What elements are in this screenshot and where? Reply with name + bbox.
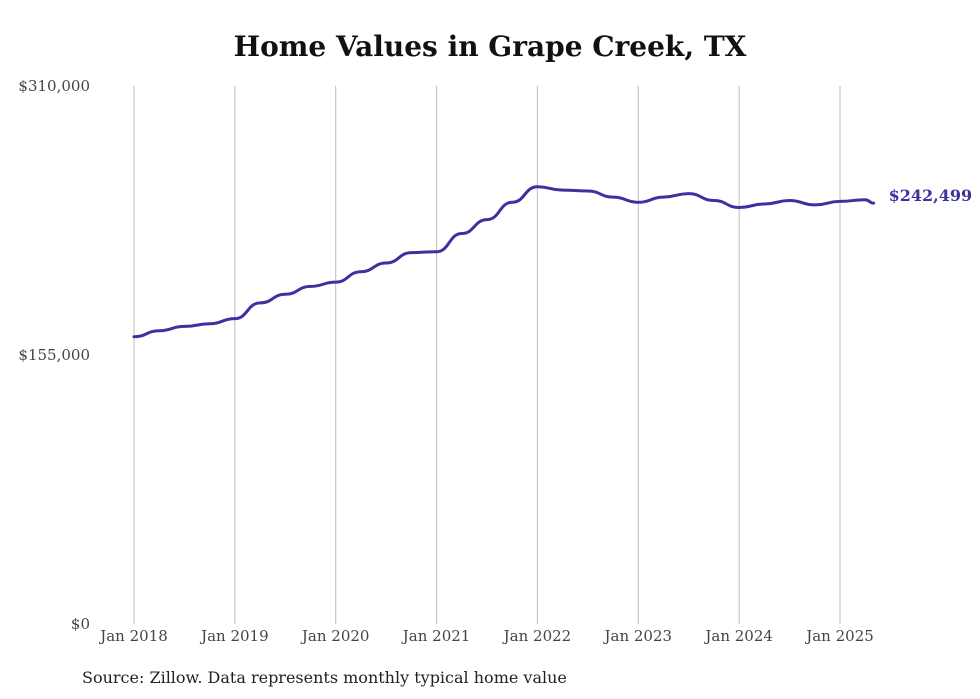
y-tick-label: $0 <box>71 615 90 633</box>
series-group: $242,499 <box>132 185 973 339</box>
grid-lines <box>133 86 841 624</box>
y-axis: $0 $155,000 $310,000 <box>18 77 90 633</box>
end-value-label: $242,499 <box>889 186 973 205</box>
source-note: Source: Zillow. Data represents monthly … <box>82 668 567 687</box>
chart-title: Home Values in Grape Creek, TX <box>233 30 747 63</box>
x-tick-label: Jan 2018 <box>98 627 168 645</box>
x-tick-label: Jan 2023 <box>603 627 673 645</box>
x-tick-label: Jan 2024 <box>703 627 773 645</box>
series-line-0 <box>132 185 876 339</box>
y-tick-label: $155,000 <box>18 346 90 364</box>
x-axis: Jan 2018 Jan 2019 Jan 2020 Jan 2021 Jan 2022… <box>98 627 874 645</box>
x-tick-label: Jan 2019 <box>199 627 269 645</box>
x-tick-label: Jan 2020 <box>300 627 370 645</box>
x-tick-label: Jan 2021 <box>401 627 471 645</box>
x-tick-label: Jan 2025 <box>804 627 874 645</box>
x-tick-label: Jan 2022 <box>502 627 572 645</box>
y-tick-label: $310,000 <box>18 77 90 95</box>
